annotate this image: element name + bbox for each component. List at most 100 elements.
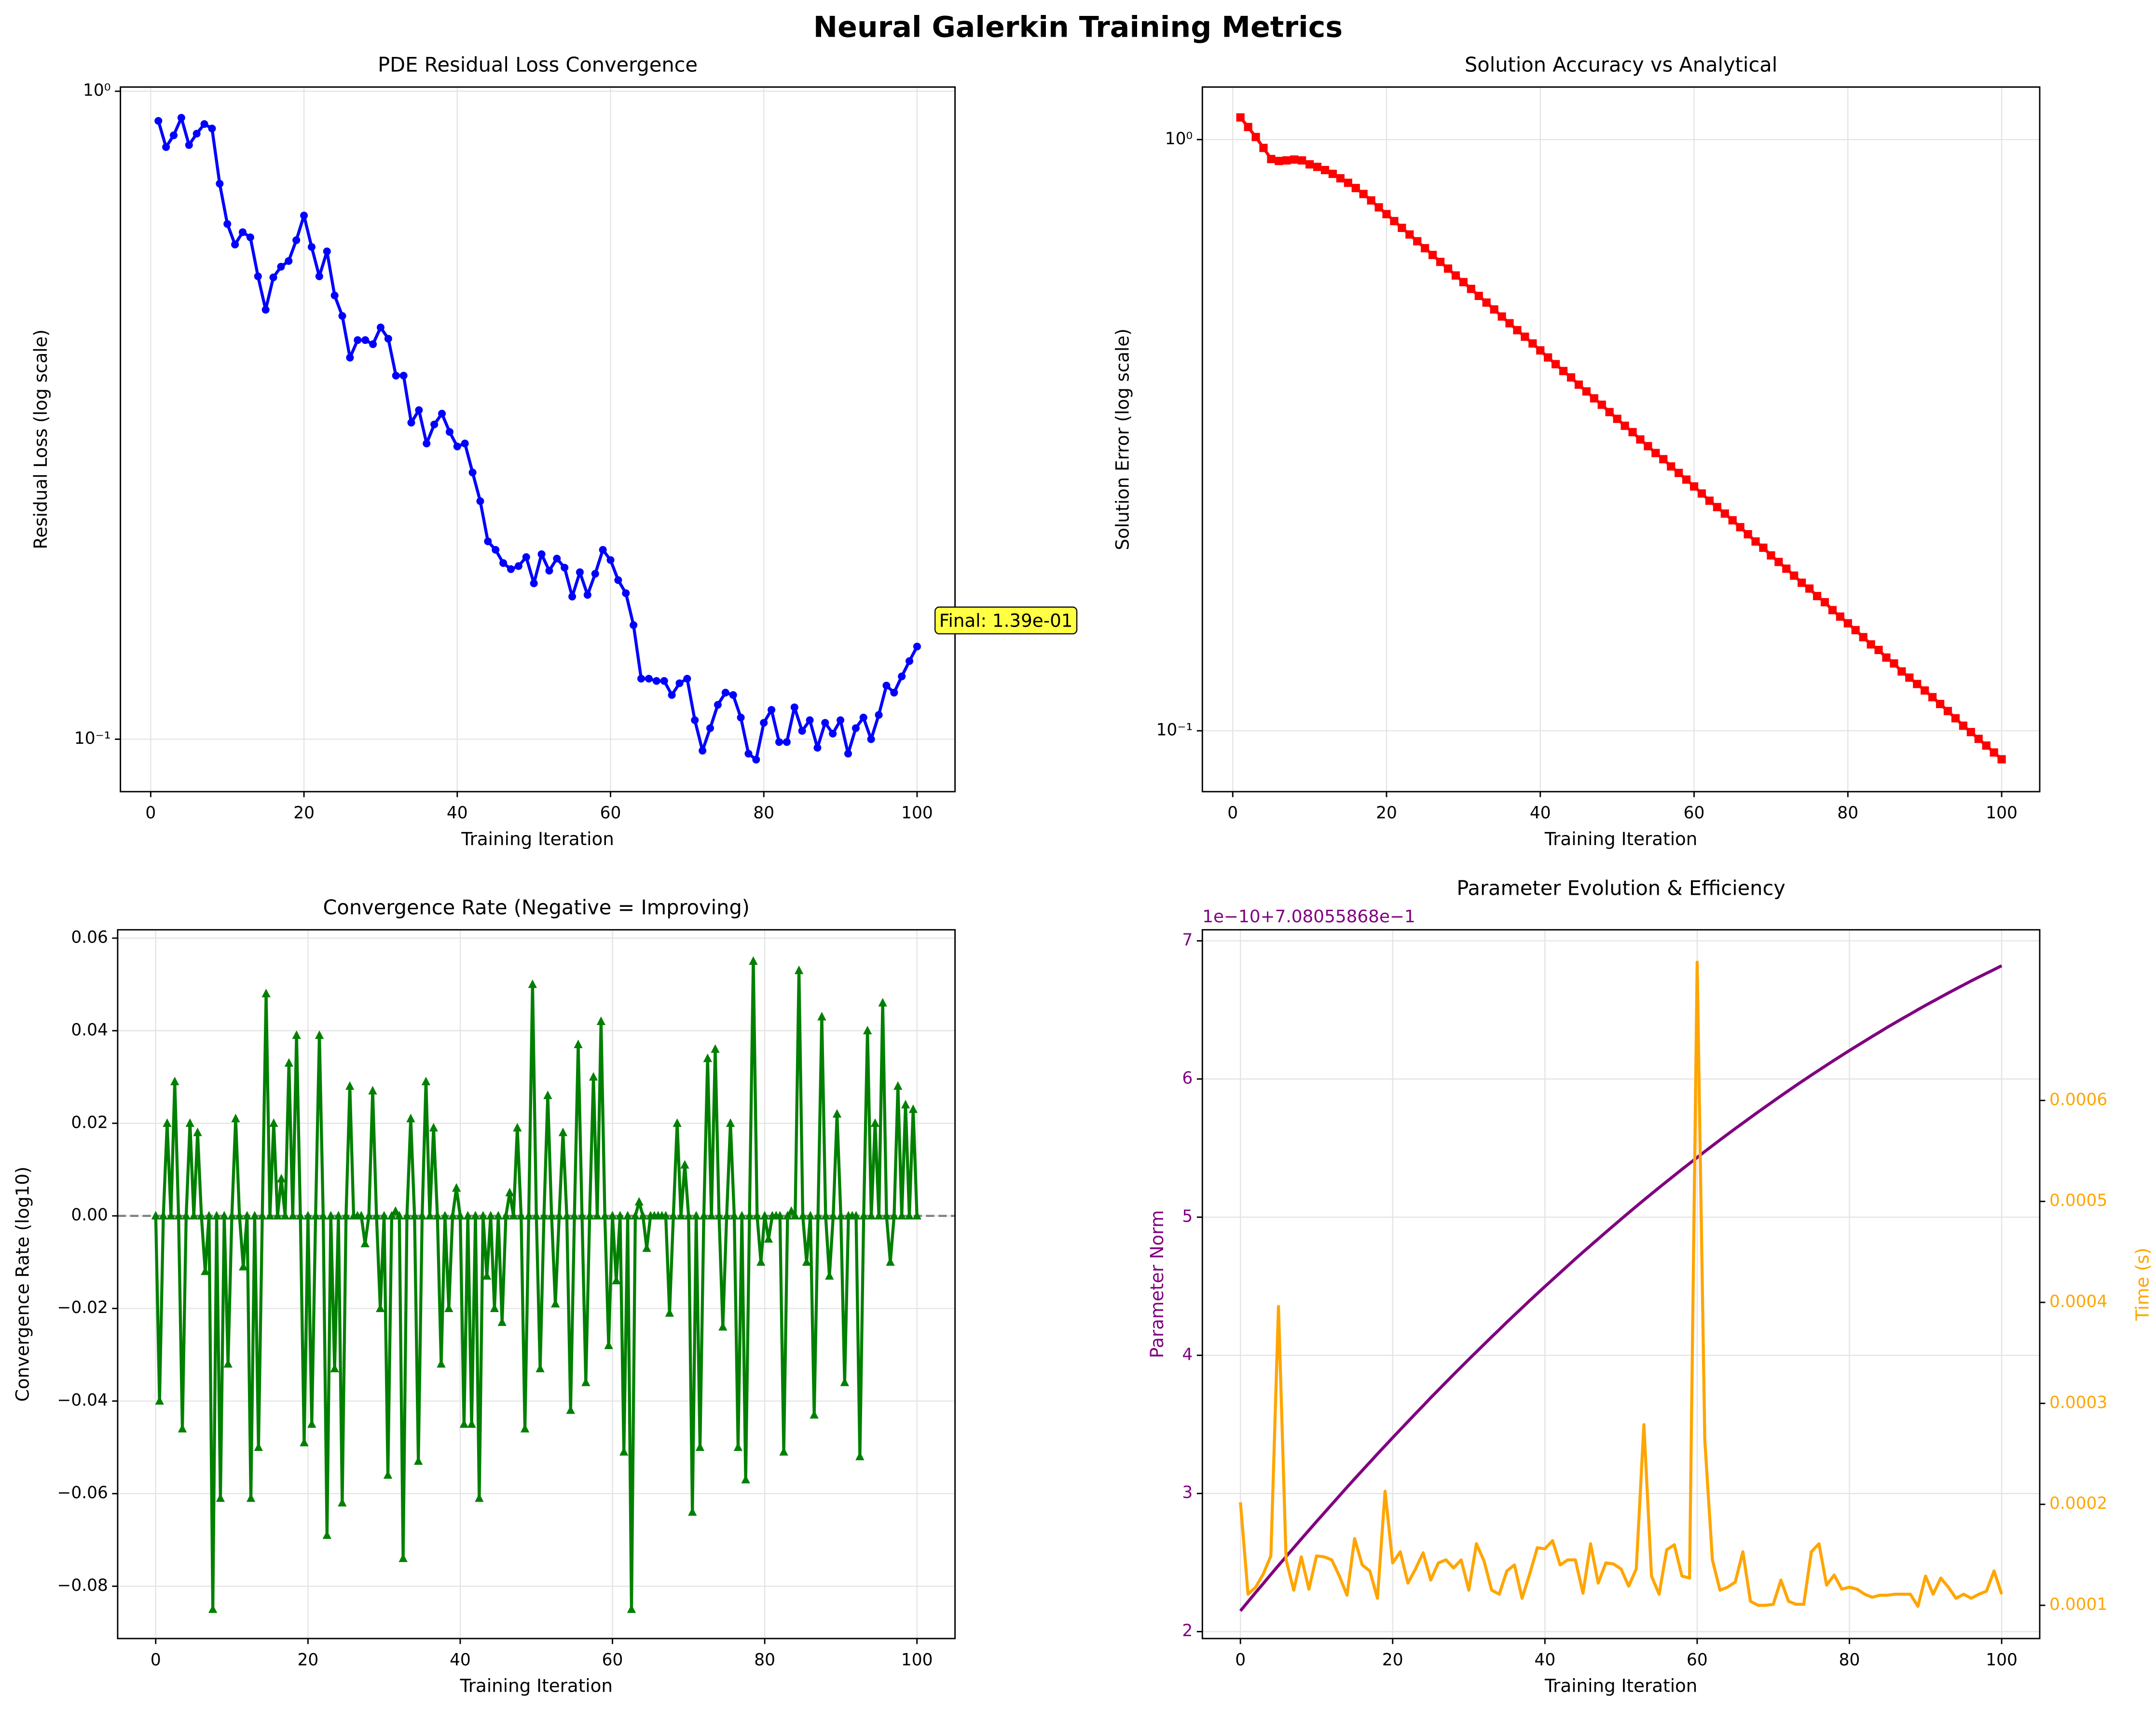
marker: [467, 1419, 476, 1428]
marker: [637, 674, 645, 683]
marker: [553, 554, 561, 563]
marker: [315, 272, 323, 280]
marker: [775, 738, 783, 746]
x-tick-label: 80: [1839, 1650, 1860, 1669]
marker: [1843, 619, 1852, 628]
marker: [806, 716, 814, 725]
x-tick-label: 100: [1986, 1650, 2018, 1669]
marker: [645, 674, 653, 683]
marker: [1613, 414, 1621, 423]
marker: [581, 1377, 590, 1386]
marker: [490, 1303, 499, 1313]
marker: [185, 141, 193, 149]
marker: [882, 682, 891, 690]
marker: [661, 1211, 671, 1220]
marker: [729, 691, 737, 699]
marker: [890, 1211, 899, 1220]
marker: [813, 744, 822, 752]
x-tick-label: 20: [1376, 804, 1397, 823]
marker: [825, 1271, 834, 1280]
marker: [1536, 346, 1545, 355]
marker: [1759, 543, 1768, 552]
marker: [216, 1493, 225, 1502]
marker: [794, 965, 804, 974]
marker: [1351, 184, 1360, 192]
marker: [718, 1322, 728, 1331]
marker: [448, 1211, 457, 1220]
marker: [591, 570, 599, 578]
marker: [212, 1211, 221, 1220]
annotation-box: [934, 606, 1078, 635]
marker: [600, 1211, 609, 1220]
subplot-title: PDE Residual Loss Convergence: [378, 53, 698, 76]
marker: [497, 1317, 507, 1326]
marker: [501, 1211, 510, 1220]
marker: [326, 1211, 335, 1220]
marker: [1744, 530, 1752, 539]
marker: [445, 428, 453, 436]
x-tick-label: 40: [447, 804, 468, 823]
marker: [238, 228, 247, 236]
marker: [1675, 468, 1683, 478]
marker: [1259, 144, 1268, 152]
y2-axis-label: Time (s): [2131, 1248, 2153, 1321]
marker: [193, 1127, 202, 1136]
marker: [330, 291, 339, 300]
marker: [1267, 155, 1276, 164]
marker: [1597, 400, 1606, 409]
marker: [638, 1211, 647, 1220]
marker: [1943, 707, 1952, 715]
marker: [1313, 163, 1322, 171]
marker: [683, 674, 691, 683]
marker: [756, 1257, 766, 1266]
marker: [568, 592, 577, 601]
marker: [1990, 748, 1998, 757]
y-axis-label: Convergence Rate (log10): [12, 1166, 33, 1402]
marker: [376, 1303, 385, 1313]
marker: [1582, 387, 1591, 396]
marker: [699, 1211, 709, 1220]
marker: [391, 1206, 400, 1215]
marker: [1590, 394, 1598, 403]
marker: [208, 1604, 218, 1613]
marker: [1298, 156, 1306, 165]
y-tick-label: 10⁻¹: [1156, 721, 1193, 740]
x-tick-label: 20: [297, 1650, 318, 1669]
marker: [231, 1113, 240, 1122]
marker: [398, 1553, 408, 1562]
marker: [726, 1118, 735, 1127]
marker: [1851, 626, 1860, 634]
marker: [729, 1211, 739, 1220]
marker: [1736, 523, 1744, 532]
line: [1239, 964, 2003, 1612]
x-tick-label: 20: [1382, 1650, 1403, 1669]
marker: [787, 1206, 796, 1215]
plot-frame: [1201, 929, 2041, 1640]
marker: [484, 537, 492, 546]
y-tick-label: 2: [1182, 1621, 1193, 1641]
marker: [551, 1299, 560, 1308]
marker: [1574, 380, 1583, 389]
marker: [185, 1118, 194, 1127]
marker: [867, 735, 875, 743]
marker: [882, 1211, 891, 1220]
marker: [684, 1211, 693, 1220]
subplot-title: Solution Accuracy vs Analytical: [1465, 53, 1777, 76]
marker: [276, 1174, 286, 1183]
marker: [1682, 475, 1691, 484]
marker: [200, 120, 208, 128]
marker: [813, 1211, 823, 1220]
marker: [342, 1211, 351, 1220]
marker: [170, 131, 178, 139]
x-tick-label: 80: [1837, 804, 1858, 823]
marker: [791, 1211, 800, 1220]
marker: [673, 1118, 682, 1127]
marker: [1359, 190, 1368, 198]
marker: [227, 1211, 236, 1220]
marker: [1605, 408, 1614, 416]
marker: [817, 1012, 826, 1021]
marker: [537, 550, 546, 558]
marker: [1921, 686, 1929, 695]
marker: [1782, 564, 1791, 573]
marker: [201, 1266, 210, 1275]
